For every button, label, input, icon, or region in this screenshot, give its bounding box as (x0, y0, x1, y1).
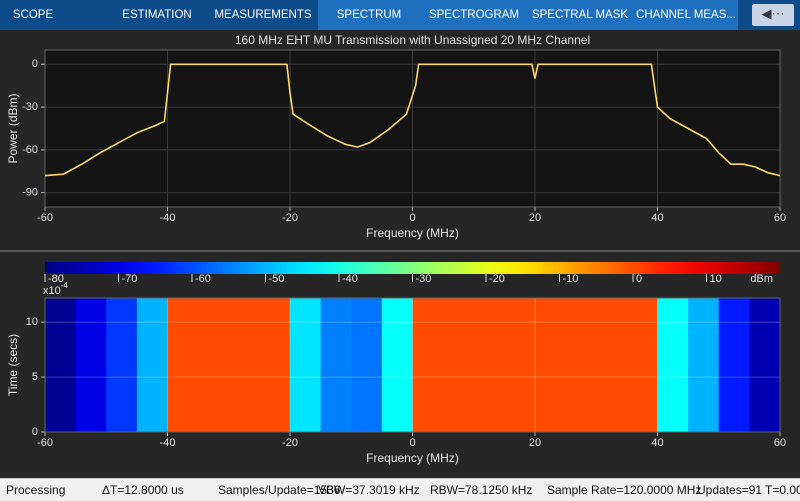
spectrogram-cell (168, 298, 199, 432)
y-tick-label: 5 (32, 371, 38, 383)
colorbar-tick-label: 0 (636, 273, 642, 285)
spectrogram-cell (351, 298, 382, 432)
y-tick-label: -30 (22, 101, 38, 113)
colorbar-unit: dBm (750, 273, 773, 285)
tab[interactable]: CHANNEL MEAS... (636, 0, 736, 30)
y-tick-label: 0 (32, 58, 38, 70)
spectrogram-cell (45, 298, 76, 432)
colorbar-tick-label: -10 (563, 273, 579, 285)
spectrogram-cell (106, 298, 137, 432)
plots: 160 MHz EHT MU Transmission with Unassig… (0, 30, 800, 478)
y-tick-label: 0 (32, 426, 38, 438)
y-multiplier-base: x10 (43, 285, 61, 297)
colorbar-tick-label: 10 (710, 273, 722, 285)
colorbar-tick-label: -60 (195, 273, 211, 285)
spectrogram-cell (259, 298, 290, 432)
x-tick-label: -20 (282, 212, 298, 224)
x-tick-label: 20 (529, 437, 541, 449)
colorbar-tick-label: -70 (122, 273, 138, 285)
x-tick-label: 20 (529, 212, 541, 224)
colorbar-tick-label: -30 (416, 273, 432, 285)
spectrogram-cell (627, 298, 658, 432)
x-tick-label: 60 (774, 437, 786, 449)
tab[interactable]: SPECTRUM (337, 0, 402, 30)
spectrogram-cell (137, 298, 168, 432)
tab[interactable]: MEASUREMENTS (214, 0, 311, 30)
tab[interactable]: SPECTROGRAM (429, 0, 519, 30)
spectrogram-cell (688, 298, 719, 432)
x-tick-label: 0 (409, 212, 415, 224)
status-state: Processing (6, 483, 65, 497)
spectrogram-cell (443, 298, 474, 432)
spectrogram-cell (566, 298, 597, 432)
status-item: ΔT=12.8000 us (102, 483, 184, 497)
spectrogram-cell (76, 298, 107, 432)
spectrogram-cell (535, 298, 566, 432)
spectrogram-cell (749, 298, 780, 432)
spectrogram-cell (474, 298, 505, 432)
spectrogram-cell (229, 298, 260, 432)
x-axis-label: Frequency (MHz) (366, 451, 459, 465)
colorbar-tick-label: -20 (489, 273, 505, 285)
spectrogram-cell (198, 298, 229, 432)
chart-title: 160 MHz EHT MU Transmission with Unassig… (235, 33, 590, 47)
spectrogram-cell (658, 298, 689, 432)
spectrogram-cell (321, 298, 352, 432)
spectrogram-cell (504, 298, 535, 432)
status-item: T=0.00 (765, 483, 800, 497)
x-tick-label: 0 (409, 437, 415, 449)
x-tick-label: -60 (37, 212, 53, 224)
colorbar (45, 262, 780, 274)
y-tick-label: 10 (26, 316, 38, 328)
status-bar: ProcessingΔT=12.8000 usSamples/Update=15… (0, 478, 800, 501)
status-item: VBW=37.3019 kHz (318, 483, 420, 497)
status-item: Updates=91 (697, 483, 762, 497)
spectrogram-cell (719, 298, 750, 432)
x-tick-label: -60 (37, 437, 53, 449)
y-tick-label: -60 (22, 144, 38, 156)
y-multiplier-exponent: -4 (61, 281, 69, 290)
y-axis-label: Time (secs) (6, 334, 20, 396)
colorbar-tick-label: -50 (269, 273, 285, 285)
x-tick-label: -20 (282, 437, 298, 449)
tab[interactable]: SPECTRAL MASK (532, 0, 628, 30)
toolbar: ◀⋯ SCOPE ESTIMATION MEASUREMENTS SPECTRUM SP… (0, 0, 800, 30)
spectrogram-cell (290, 298, 321, 432)
x-tick-label: 60 (774, 212, 786, 224)
x-axis-label: Frequency (MHz) (366, 226, 459, 240)
status-item: Sample Rate=120.0000 MHz (547, 483, 701, 497)
y-axis-label: Power (dBm) (6, 93, 20, 163)
x-tick-label: -40 (160, 437, 176, 449)
status-item: RBW=78.1250 kHz (430, 483, 532, 497)
x-tick-label: 40 (651, 437, 663, 449)
colorbar-tick-label: -40 (342, 273, 358, 285)
spectrogram-cell (596, 298, 627, 432)
y-tick-label: -90 (22, 187, 38, 199)
more-button[interactable]: ◀⋯ (752, 4, 794, 26)
tab[interactable]: SCOPE (13, 0, 53, 30)
spectrogram-cell (382, 298, 413, 432)
x-tick-label: 40 (651, 212, 663, 224)
x-tick-label: -40 (160, 212, 176, 224)
spectrogram-cell (413, 298, 444, 432)
tab[interactable]: ESTIMATION (122, 0, 191, 30)
